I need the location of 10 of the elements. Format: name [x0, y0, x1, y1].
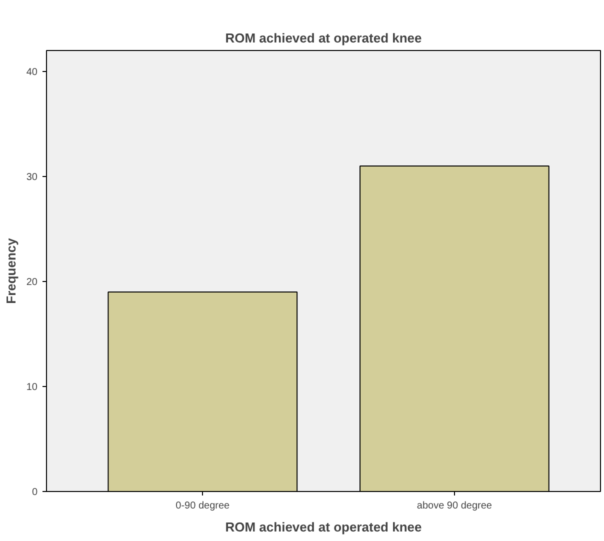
chart-title: ROM achieved at operated knee [225, 30, 422, 46]
y-tick-label: 10 [26, 382, 38, 393]
y-tick-label: 20 [26, 277, 38, 288]
x-axis-title: ROM achieved at operated knee [225, 520, 422, 534]
x-tick-label: 0-90 degree [176, 500, 230, 512]
y-tick-label: 0 [32, 487, 38, 498]
y-axis-title: Frequency [3, 237, 18, 304]
y-tick-label: 30 [26, 172, 38, 183]
x-tick-label: above 90 degree [416, 500, 492, 512]
y-tick-label: 40 [26, 67, 38, 78]
